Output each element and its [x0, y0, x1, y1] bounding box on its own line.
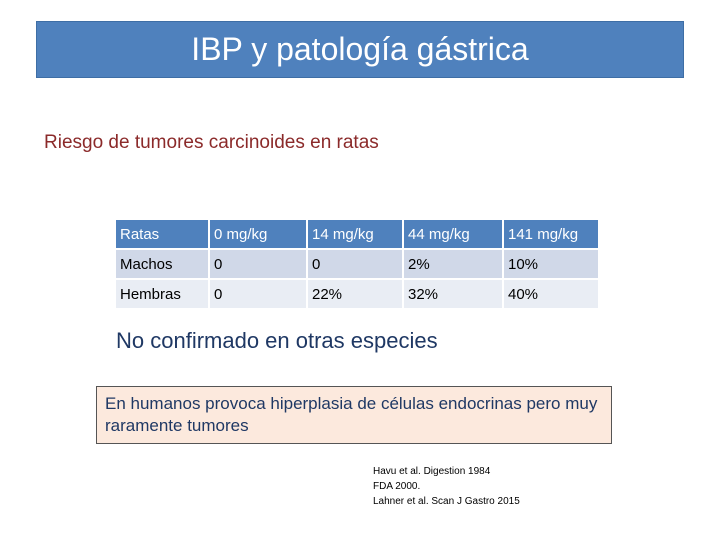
- table-cell: 0: [308, 250, 402, 280]
- column-header: Ratas: [116, 220, 208, 250]
- note-text: No confirmado en otras especies: [116, 328, 438, 353]
- table-cell: 22%: [308, 280, 402, 308]
- column-header: 14 mg/kg: [308, 220, 402, 250]
- table-cell: 40%: [504, 280, 598, 308]
- data-table: Ratas 0 mg/kg 14 mg/kg 44 mg/kg 141 mg/k…: [114, 220, 600, 308]
- table-cell: 0: [210, 280, 306, 308]
- table-header-row: Ratas 0 mg/kg 14 mg/kg 44 mg/kg 141 mg/k…: [116, 220, 598, 250]
- reference-item: Lahner et al. Scan J Gastro 2015: [373, 496, 520, 507]
- table-cell: Machos: [116, 250, 208, 280]
- highlight-box-text: En humanos provoca hiperplasia de célula…: [105, 394, 598, 435]
- page-title: IBP y patología gástrica: [191, 31, 529, 67]
- section-subtitle: Riesgo de tumores carcinoides en ratas: [44, 132, 379, 153]
- table-cell: 10%: [504, 250, 598, 280]
- references: Havu et al. Digestion 1984 FDA 2000. Lah…: [373, 464, 520, 509]
- reference-item: Havu et al. Digestion 1984: [373, 466, 491, 477]
- table-cell: 2%: [404, 250, 502, 280]
- table-cell: Hembras: [116, 280, 208, 308]
- highlight-box: En humanos provoca hiperplasia de célula…: [96, 386, 612, 444]
- reference-item: FDA 2000.: [373, 481, 421, 492]
- column-header: 0 mg/kg: [210, 220, 306, 250]
- table-row: Hembras 0 22% 32% 40%: [116, 280, 598, 308]
- title-bar: IBP y patología gástrica: [36, 21, 684, 78]
- table-cell: 0: [210, 250, 306, 280]
- table-cell: 32%: [404, 280, 502, 308]
- column-header: 44 mg/kg: [404, 220, 502, 250]
- table-row: Machos 0 0 2% 10%: [116, 250, 598, 280]
- column-header: 141 mg/kg: [504, 220, 598, 250]
